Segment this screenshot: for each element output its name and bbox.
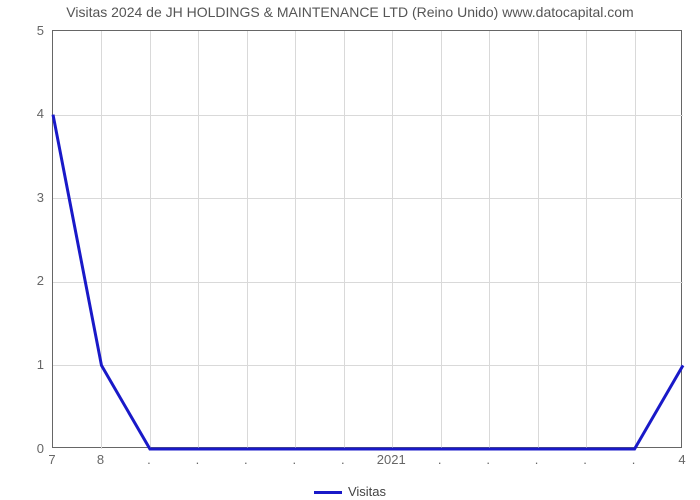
chart-container: { "chart": { "type": "line", "title": "V… (0, 0, 700, 500)
x-tick-label: . (196, 452, 200, 467)
x-tick-label: 8 (97, 452, 104, 467)
legend-label: Visitas (348, 484, 386, 499)
legend: Visitas (0, 484, 700, 499)
x-tick-label: . (341, 452, 345, 467)
x-tick-label: 7 (48, 452, 55, 467)
x-tick-label: 2021 (377, 452, 406, 467)
x-tick-label: . (438, 452, 442, 467)
x-tick-label: 4 (678, 452, 685, 467)
x-tick-label: . (632, 452, 636, 467)
x-tick-label: . (486, 452, 490, 467)
legend-swatch (314, 491, 342, 494)
plot-area (52, 30, 682, 448)
x-tick-label: . (535, 452, 539, 467)
y-tick-label: 2 (37, 273, 44, 288)
series-line (53, 31, 683, 449)
x-tick-label: . (583, 452, 587, 467)
y-tick-label: 0 (37, 441, 44, 456)
x-tick-label: . (147, 452, 151, 467)
x-tick-label: . (292, 452, 296, 467)
y-tick-label: 3 (37, 190, 44, 205)
x-tick-label: . (244, 452, 248, 467)
y-tick-label: 4 (37, 106, 44, 121)
y-tick-label: 5 (37, 23, 44, 38)
chart-title: Visitas 2024 de JH HOLDINGS & MAINTENANC… (0, 4, 700, 20)
y-tick-label: 1 (37, 357, 44, 372)
